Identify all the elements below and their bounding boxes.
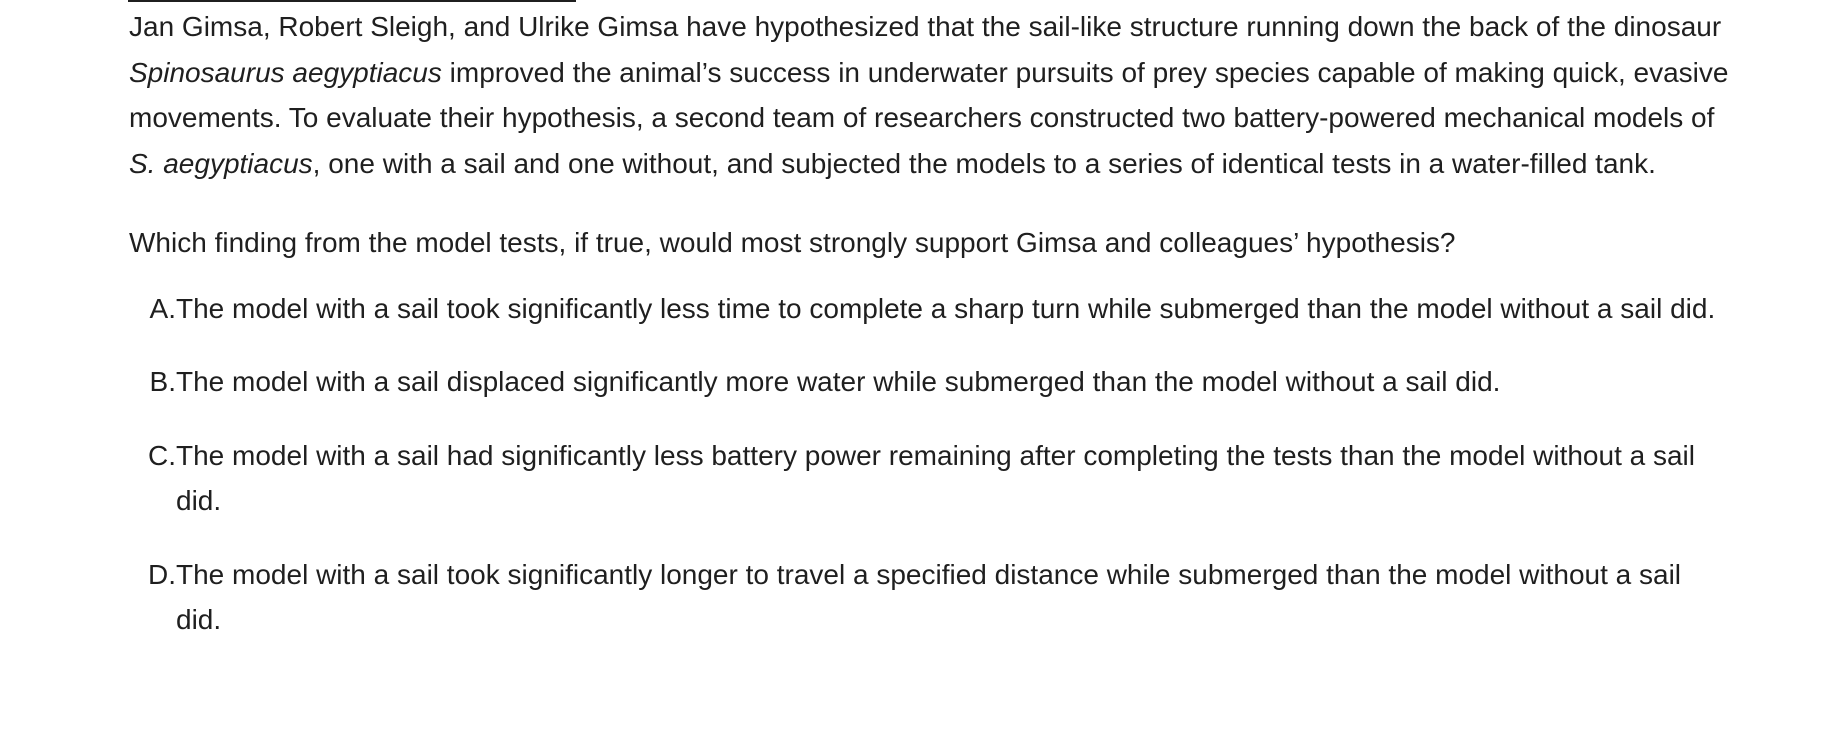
question-content: Jan Gimsa, Robert Sleigh, and Ulrike Gim… [129, 4, 1729, 671]
choice-text: The model with a sail took significantly… [176, 292, 1716, 324]
answer-choice-b[interactable]: B. The model with a sail displaced signi… [129, 359, 1729, 405]
top-divider [128, 0, 576, 2]
passage-part-3: , one with a sail and one without, and s… [312, 147, 1656, 179]
choice-text: The model with a sail took significantly… [176, 558, 1682, 636]
choice-letter: C. [148, 439, 176, 471]
species-abbrev-italic: S. aegyptiacus [129, 147, 313, 179]
choice-letter: A. [149, 292, 176, 324]
answer-choice-c[interactable]: C. The model with a sail had significant… [129, 433, 1729, 524]
choice-letter: B. [149, 366, 176, 397]
choice-text: The model with a sail had significantly … [176, 439, 1695, 517]
choice-text: The model with a sail displaced signific… [176, 366, 1501, 397]
choice-letter: D. [148, 558, 176, 590]
answer-choice-d[interactable]: D. The model with a sail took significan… [129, 552, 1729, 643]
species-name-italic: Spinosaurus aegyptiacus [129, 56, 442, 88]
answer-choices: A. The model with a sail took significan… [129, 286, 1729, 643]
passage-part-2: improved the animal’s success in underwa… [129, 56, 1729, 134]
passage-text: Jan Gimsa, Robert Sleigh, and Ulrike Gim… [129, 4, 1729, 186]
passage-part-1: Jan Gimsa, Robert Sleigh, and Ulrike Gim… [129, 11, 1722, 42]
answer-choice-a[interactable]: A. The model with a sail took significan… [129, 286, 1729, 332]
question-stem: Which finding from the model tests, if t… [129, 227, 1456, 258]
